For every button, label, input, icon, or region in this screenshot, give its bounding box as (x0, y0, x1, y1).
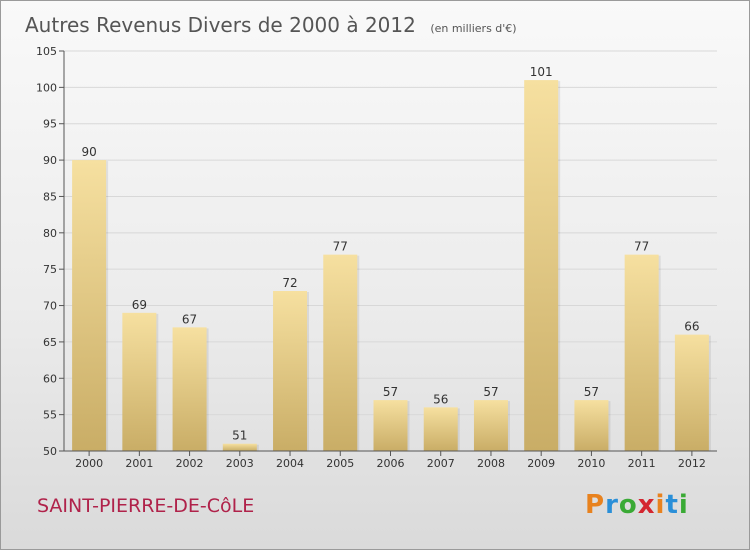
bar-2006 (373, 400, 408, 451)
value-label-2006: 57 (383, 385, 398, 399)
y-tick-label: 80 (43, 227, 57, 240)
value-label-2010: 57 (584, 385, 599, 399)
logo-letter: i (678, 490, 689, 520)
bar-2002 (172, 327, 207, 451)
bar-2004 (273, 291, 308, 451)
y-tick-label: 100 (36, 81, 57, 94)
value-label-2008: 57 (483, 385, 498, 399)
value-label-2007: 56 (433, 392, 448, 406)
value-label-2003: 51 (232, 429, 247, 443)
bar-2010 (574, 400, 609, 451)
y-tick-label: 65 (43, 336, 57, 349)
logo-letter: P (585, 490, 606, 520)
axes: 50 55 60 65 70 75 80 85 90 95 100 105 2000 2001 2002 20… (36, 45, 717, 470)
logo-letter: r (605, 490, 619, 520)
y-tick-label: 60 (43, 372, 57, 385)
x-tick-label-2009: 2009 (527, 457, 555, 470)
value-label-2002: 67 (182, 312, 197, 326)
x-tick-label-2011: 2011 (628, 457, 656, 470)
chart-title-group: Autres Revenus Divers de 2000 à 2012 (en… (25, 13, 517, 37)
bar-2011 (624, 254, 659, 451)
x-tick-label-2007: 2007 (427, 457, 455, 470)
bar-2009 (524, 80, 559, 451)
logo-letter: o (618, 490, 638, 520)
x-tick-label-2005: 2005 (326, 457, 354, 470)
logo-letter: i (655, 490, 666, 520)
logo-letter: x (637, 490, 656, 520)
bar-2003 (222, 443, 257, 451)
chart-subtitle: (en milliers d'€) (430, 22, 516, 35)
logo-letter: t (665, 490, 679, 520)
y-tick-label: 95 (43, 118, 57, 131)
x-tick-label-2003: 2003 (226, 457, 254, 470)
value-label-2000: 90 (81, 145, 96, 159)
x-tick-label-2008: 2008 (477, 457, 505, 470)
y-tick-label: 105 (36, 45, 57, 58)
x-tick-label-2010: 2010 (577, 457, 605, 470)
y-tick-label: 90 (43, 154, 57, 167)
value-label-2012: 66 (684, 320, 699, 334)
bar-2008 (473, 400, 508, 451)
bar-2001 (122, 312, 157, 451)
commune-name: SAINT-PIERRE-DE-CôLE (37, 495, 255, 517)
x-tick-label-2006: 2006 (377, 457, 405, 470)
y-tick-label: 50 (43, 445, 57, 458)
x-tick-label-2002: 2002 (176, 457, 204, 470)
y-tick-label: 75 (43, 263, 57, 276)
value-label-2005: 77 (333, 240, 348, 254)
bars: 90 69 67 51 72 77 57 56 57 101 57 77 66 (72, 65, 711, 451)
bar-2012 (674, 334, 709, 451)
x-tick-label-2004: 2004 (276, 457, 304, 470)
chart-title: Autres Revenus Divers de 2000 à 2012 (25, 13, 416, 37)
y-tick-label: 85 (43, 190, 57, 203)
value-label-2011: 77 (634, 240, 649, 254)
x-tick-label-2000: 2000 (75, 457, 103, 470)
bar-2007 (423, 407, 458, 451)
value-label-2004: 72 (282, 276, 297, 290)
bar-2000 (72, 160, 107, 451)
y-tick-label: 70 (43, 300, 57, 313)
value-label-2001: 69 (132, 298, 147, 312)
bar-2005 (323, 254, 358, 451)
x-tick-label-2012: 2012 (678, 457, 706, 470)
value-label-2009: 101 (530, 65, 553, 79)
proxiti-logo: Proxiti (585, 490, 689, 520)
y-tick-label: 55 (43, 409, 57, 422)
x-tick-label-2001: 2001 (125, 457, 153, 470)
